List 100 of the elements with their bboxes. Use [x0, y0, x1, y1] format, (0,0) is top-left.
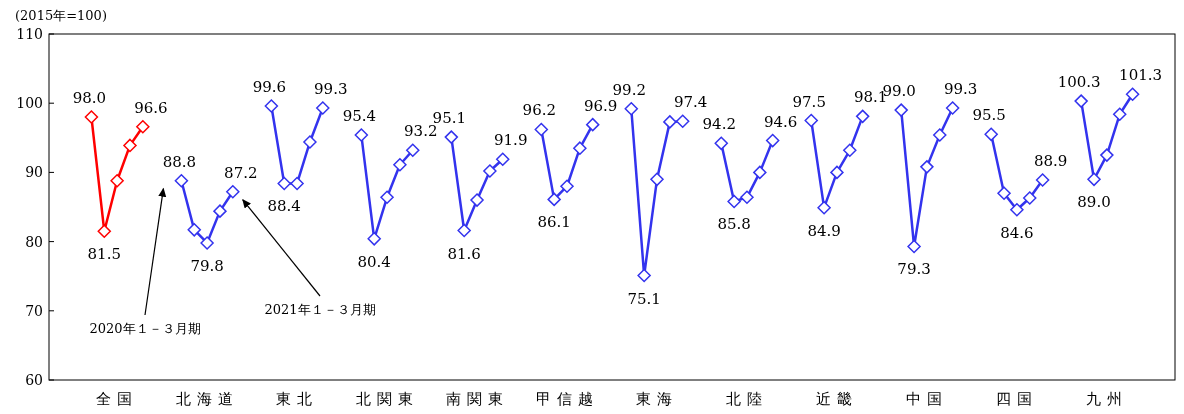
point	[354, 128, 369, 142]
point	[1010, 203, 1024, 217]
point	[933, 128, 947, 142]
y-tick-label: 80	[25, 233, 43, 250]
point	[187, 223, 201, 237]
point	[843, 143, 857, 158]
data-label: 98.0	[72, 89, 107, 108]
point	[907, 239, 921, 254]
data-label: 84.6	[1000, 223, 1034, 242]
y-tick-label: 100	[16, 95, 43, 112]
point	[136, 119, 150, 134]
point	[765, 133, 780, 148]
point	[1074, 94, 1088, 108]
data-label: 88.8	[162, 152, 197, 171]
point	[380, 190, 394, 205]
point	[740, 190, 754, 205]
point	[84, 110, 99, 124]
point	[637, 268, 651, 283]
data-label: 79.3	[897, 260, 931, 279]
data-label: 95.4	[342, 107, 377, 126]
data-label: 87.2	[224, 163, 258, 182]
point	[1035, 173, 1050, 187]
data-label: 97.4	[673, 93, 708, 112]
data-label: 96.6	[134, 98, 168, 117]
point	[714, 136, 729, 151]
point	[406, 143, 420, 158]
point	[264, 99, 279, 113]
x-tick-label: 全国	[96, 390, 139, 408]
point	[1100, 148, 1114, 162]
point	[1112, 107, 1127, 122]
data-label: 101.3	[1119, 66, 1163, 85]
data-label: 94.2	[702, 115, 736, 134]
data-label: 88.4	[267, 197, 301, 216]
point	[97, 224, 112, 238]
data-label: 84.9	[807, 221, 841, 240]
point	[495, 152, 510, 166]
point	[483, 164, 497, 178]
point	[1023, 191, 1037, 205]
y-tick-label: 70	[25, 302, 43, 319]
data-label: 96.2	[522, 101, 557, 120]
point	[1125, 87, 1140, 101]
point	[624, 101, 639, 116]
point	[727, 194, 741, 209]
x-tick-label: 南関東	[445, 390, 509, 408]
point	[855, 109, 870, 124]
x-tick-label: 甲信越	[535, 390, 599, 408]
point	[470, 193, 484, 207]
point	[650, 172, 664, 187]
y-tick-label: 60	[25, 372, 43, 388]
data-label: 99.2	[612, 80, 646, 99]
data-label: 99.6	[252, 77, 287, 96]
data-label: 81.5	[87, 245, 121, 264]
point	[675, 114, 690, 128]
point	[303, 135, 317, 149]
data-label: 80.4	[357, 252, 391, 271]
point	[534, 122, 549, 137]
point	[457, 223, 471, 238]
point	[830, 165, 844, 180]
point	[444, 130, 459, 144]
point	[277, 176, 291, 191]
x-tick-label: 北陸	[725, 390, 768, 408]
data-label: 86.1	[537, 213, 571, 232]
point	[920, 160, 934, 174]
point	[894, 103, 908, 117]
data-label: 97.5	[792, 92, 826, 111]
point	[1087, 172, 1101, 187]
data-label: 85.8	[717, 215, 751, 234]
point	[226, 185, 240, 199]
y-axis-title: (2015年=100)	[15, 8, 107, 23]
x-tick-label: 東海	[635, 390, 678, 408]
y-tick-label: 110	[16, 26, 43, 42]
point	[316, 101, 330, 115]
point	[585, 117, 600, 132]
y-tick-label: 90	[25, 164, 43, 181]
point	[945, 101, 960, 115]
x-tick-label: 中国	[905, 390, 948, 408]
data-label: 91.9	[494, 131, 528, 150]
point	[753, 165, 767, 180]
annotation: 2021年１－３月期	[264, 302, 376, 317]
point	[174, 173, 189, 188]
point	[560, 179, 574, 193]
point	[663, 115, 677, 129]
data-label: 88.9	[1033, 152, 1068, 171]
x-tick-label: 四国	[995, 390, 1038, 408]
point	[367, 232, 381, 246]
data-label: 93.2	[404, 122, 438, 141]
annotation: 2020年１－３月期	[89, 321, 201, 336]
data-label: 81.6	[447, 244, 481, 263]
data-label: 95.5	[972, 106, 1006, 125]
data-label: 96.9	[584, 96, 618, 115]
x-tick-label: 近畿	[815, 390, 858, 408]
data-label: 99.3	[314, 80, 348, 99]
point	[393, 158, 407, 172]
data-label: 89.0	[1077, 193, 1111, 212]
data-label: 79.8	[190, 256, 224, 275]
point	[984, 127, 998, 142]
point	[200, 236, 214, 250]
x-tick-label: 九州	[1085, 390, 1128, 408]
point	[804, 113, 818, 128]
data-label: 75.1	[627, 289, 661, 308]
